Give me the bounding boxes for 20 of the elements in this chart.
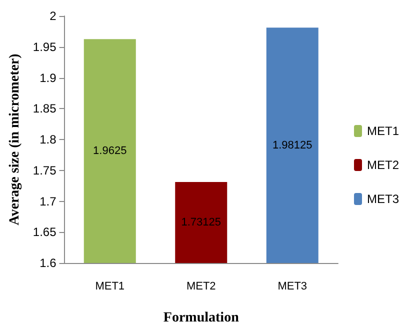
data-label: 1.73125 xyxy=(181,216,222,228)
data-label: 1.9625 xyxy=(93,145,127,158)
y-tick-label: 1.8 xyxy=(40,132,57,146)
x-axis-title: Formulation xyxy=(163,310,240,326)
x-tick-label: MET1 xyxy=(95,280,125,292)
x-tick-label: MET3 xyxy=(278,280,308,292)
y-tick-label: 1.9 xyxy=(40,70,57,85)
y-tick-label: 1.65 xyxy=(32,225,57,240)
y-tick-label: 2 xyxy=(50,9,57,23)
y-tick-label: 1.7 xyxy=(40,194,57,208)
y-tick-label: 1.75 xyxy=(32,163,57,178)
x-tick-label: MET2 xyxy=(186,280,216,292)
legend-label: MET3 xyxy=(366,192,400,206)
data-label: 1.98125 xyxy=(272,139,312,152)
y-tick-label: 1.95 xyxy=(32,40,57,54)
y-tick-label: 1.85 xyxy=(32,102,57,116)
legend-label: MET2 xyxy=(366,158,400,172)
legend-label: MET1 xyxy=(366,124,400,138)
y-axis-title: Average size (in micrometer) xyxy=(8,53,22,226)
y-tick-label: 1.6 xyxy=(40,256,57,270)
